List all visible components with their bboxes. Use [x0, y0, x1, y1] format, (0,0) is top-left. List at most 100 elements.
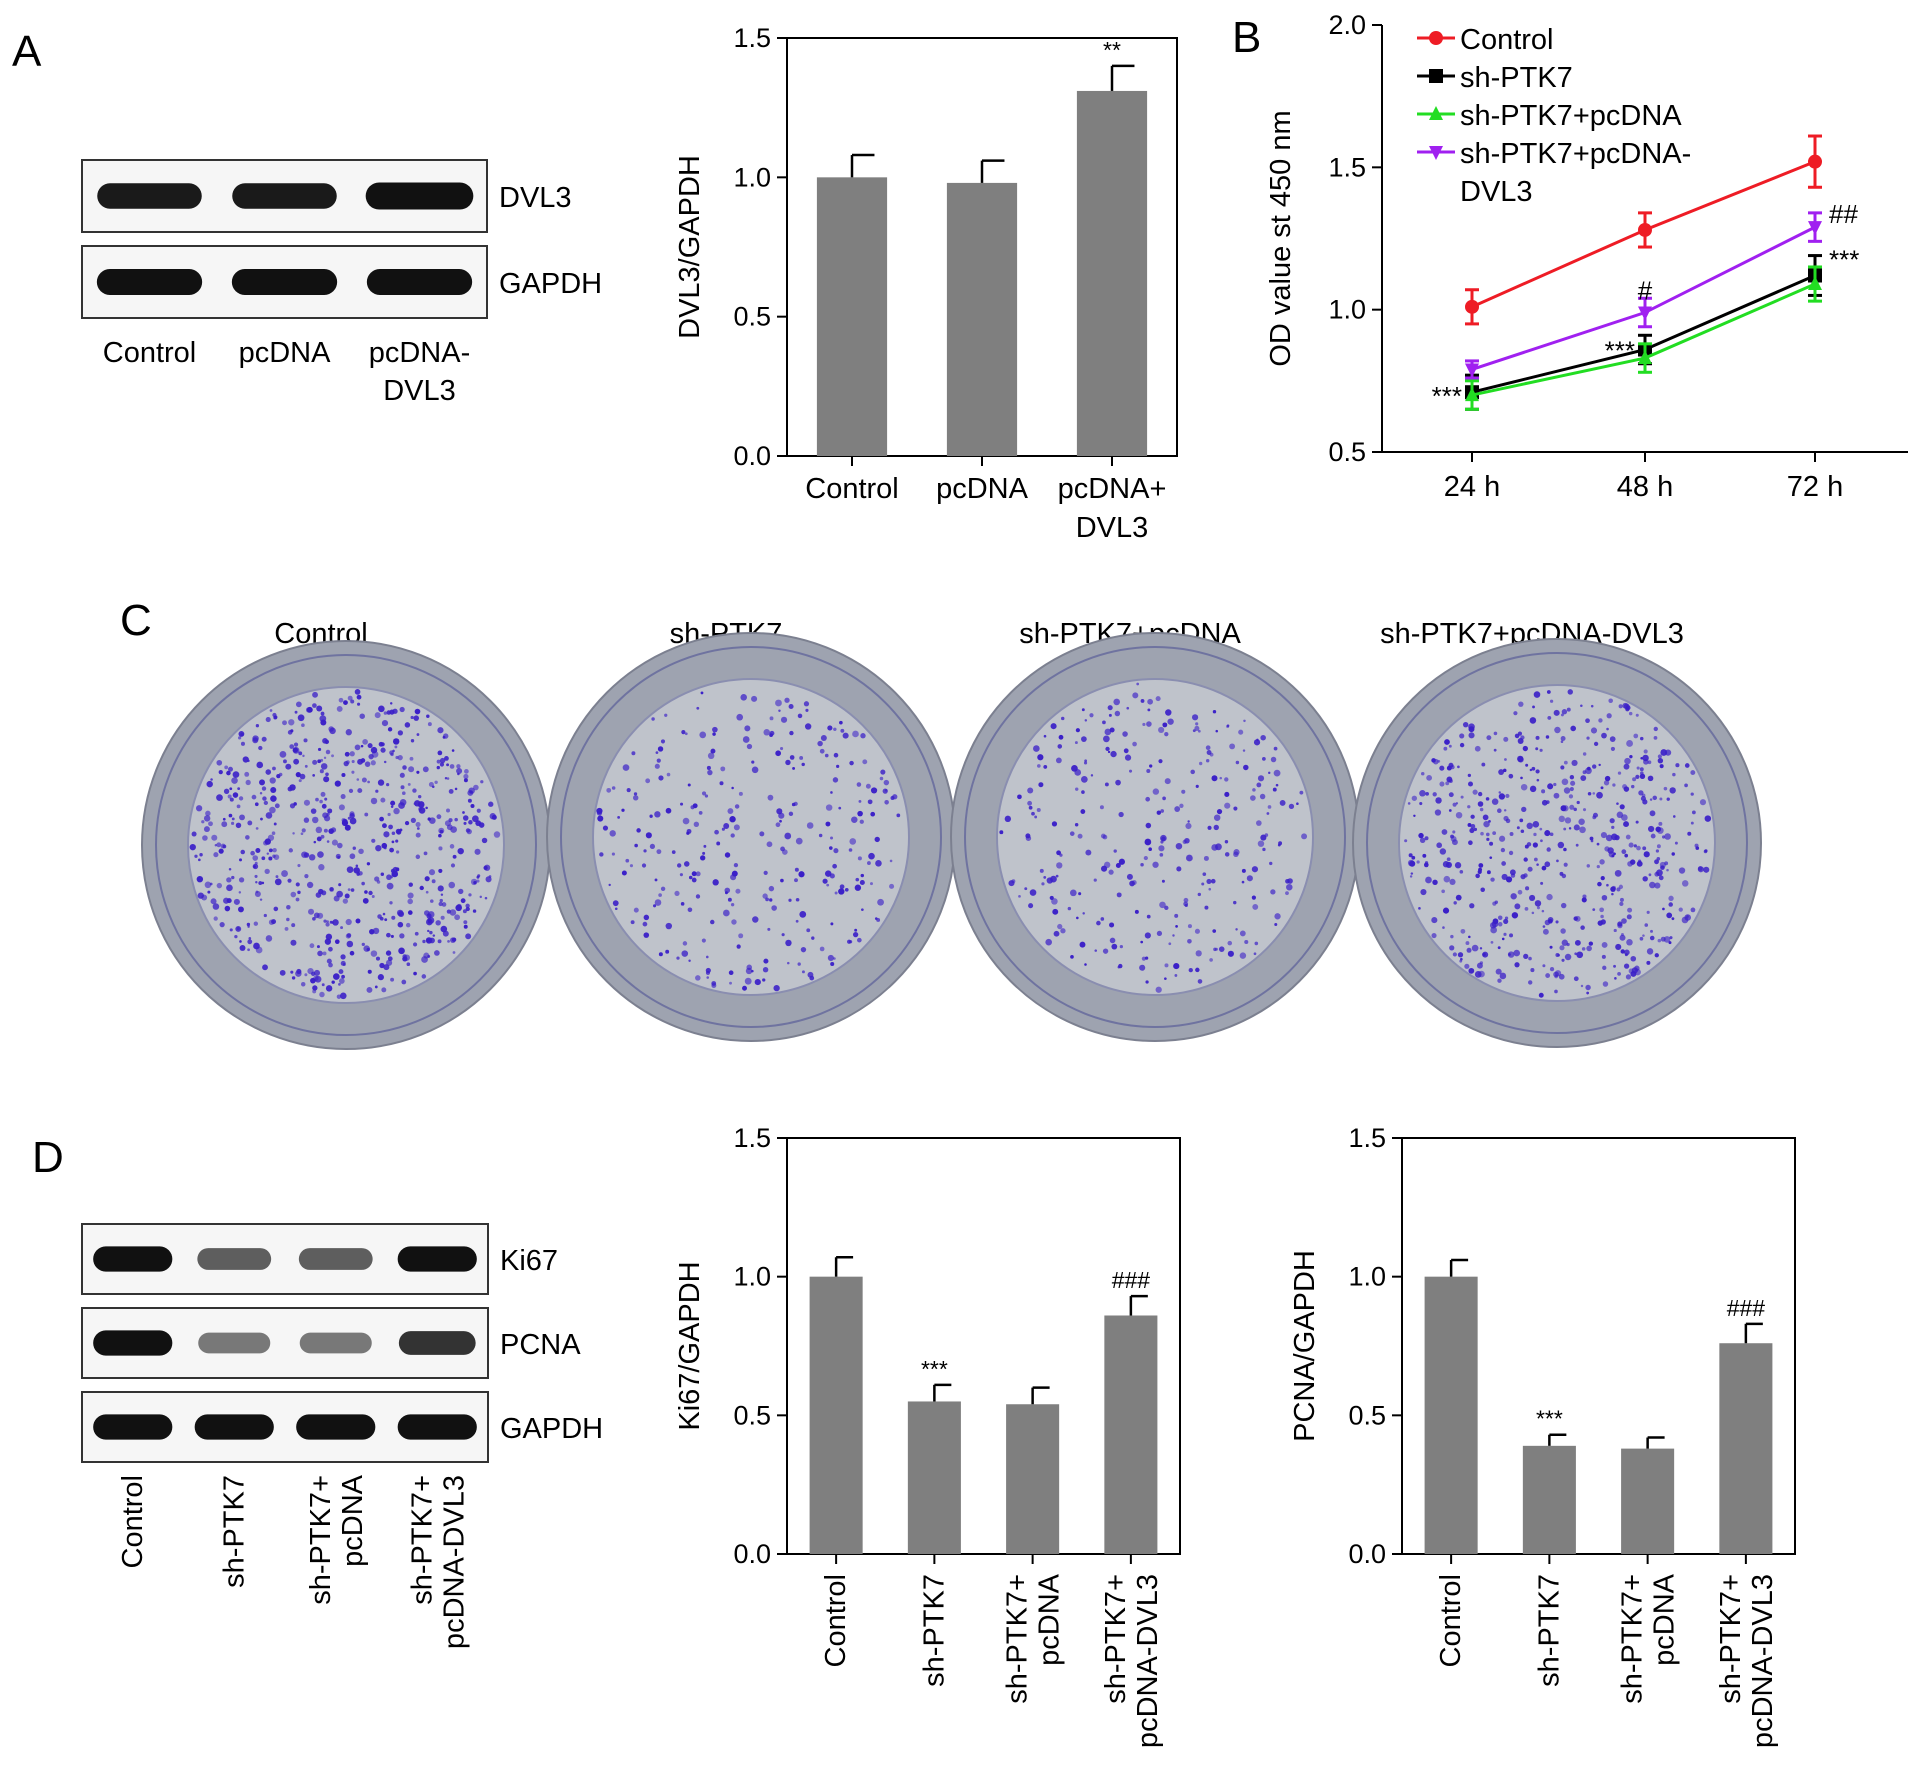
colony — [313, 969, 321, 976]
colony — [216, 794, 223, 801]
colony — [1498, 793, 1506, 800]
colony — [1623, 763, 1630, 770]
colony — [621, 808, 625, 812]
colony — [1122, 731, 1128, 737]
colony — [454, 914, 461, 921]
colony — [231, 817, 235, 821]
colony — [1426, 774, 1433, 781]
colony — [260, 817, 263, 821]
blot-row-label: GAPDH — [500, 1413, 603, 1445]
plot-frame — [786, 1137, 1181, 1555]
colony — [1455, 894, 1462, 901]
colony — [1602, 965, 1607, 970]
colony — [714, 829, 719, 835]
colony — [1557, 953, 1560, 957]
colony — [794, 878, 798, 883]
colony — [216, 759, 223, 766]
colony — [399, 828, 403, 832]
colony — [1569, 786, 1574, 792]
colony — [444, 776, 448, 780]
colony — [392, 738, 400, 745]
colony — [1666, 868, 1669, 872]
colony — [1561, 778, 1569, 786]
colony — [1084, 759, 1088, 763]
colony — [1569, 775, 1575, 780]
colony — [889, 859, 893, 863]
colony — [1540, 881, 1544, 885]
colony — [204, 881, 212, 889]
colony — [1675, 763, 1680, 768]
colony — [614, 907, 618, 911]
colony — [1017, 794, 1022, 800]
colony — [795, 897, 800, 902]
colony — [206, 780, 213, 788]
x-tick-label: sh-PTK7+ — [1100, 1574, 1132, 1704]
colony — [422, 939, 426, 944]
colony — [1582, 808, 1587, 812]
colony — [1152, 861, 1159, 868]
colony — [228, 813, 233, 818]
panel-letter-c: C — [120, 596, 152, 645]
colony — [338, 804, 345, 811]
colony — [386, 882, 394, 890]
colony — [1146, 914, 1151, 919]
colony — [861, 908, 864, 912]
colony — [238, 736, 242, 740]
colony — [380, 797, 386, 803]
colony — [295, 701, 302, 708]
colony — [1242, 749, 1246, 752]
colony — [671, 850, 676, 854]
data-point — [1808, 276, 1822, 291]
colony — [1164, 732, 1169, 737]
colony — [229, 797, 234, 802]
colony — [830, 836, 834, 840]
colony — [1204, 905, 1209, 910]
colony — [1574, 952, 1578, 956]
colony — [1678, 907, 1683, 912]
blot-band — [366, 269, 473, 295]
data-point — [1638, 306, 1652, 321]
colony — [1082, 912, 1085, 915]
colony — [1145, 980, 1149, 984]
colony — [842, 732, 849, 739]
colony — [435, 920, 441, 926]
colony — [319, 715, 327, 722]
colony — [326, 840, 330, 843]
colony — [228, 868, 232, 871]
colony — [452, 951, 456, 954]
colony — [1459, 959, 1463, 963]
colony — [1586, 736, 1590, 740]
colony — [622, 764, 630, 771]
colony — [1056, 850, 1061, 856]
colony — [785, 759, 791, 766]
colony — [1413, 814, 1416, 818]
colony — [1027, 800, 1033, 806]
colony — [407, 898, 413, 905]
colony — [1589, 836, 1594, 841]
x-tick-label: 72 h — [1787, 471, 1843, 503]
colony — [680, 802, 684, 806]
colony — [1503, 918, 1509, 924]
colony — [469, 790, 473, 794]
colony — [191, 831, 197, 837]
colony — [455, 904, 462, 912]
colony — [781, 933, 785, 937]
colony — [1581, 947, 1586, 951]
colony — [450, 863, 456, 868]
colony — [1029, 889, 1037, 896]
colony — [438, 846, 443, 851]
colony — [1274, 922, 1278, 926]
colony — [830, 791, 833, 794]
colony — [1559, 945, 1565, 951]
colony — [795, 919, 799, 923]
colony — [1642, 876, 1648, 882]
colony — [1434, 809, 1442, 816]
colony — [385, 950, 392, 956]
colony — [1224, 840, 1229, 844]
colony — [1465, 941, 1470, 945]
colony — [199, 853, 203, 857]
x-tick-label: pcDNA — [1649, 1573, 1681, 1666]
colony — [767, 927, 771, 931]
colony — [319, 991, 325, 998]
